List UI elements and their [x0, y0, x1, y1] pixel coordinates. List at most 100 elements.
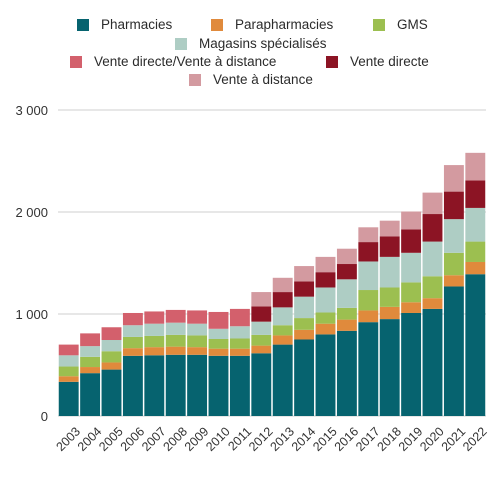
bar-segment-gms[interactable] [315, 312, 336, 324]
legend-item-parapharmacies[interactable]: Parapharmacies [211, 17, 333, 32]
bar-segment-parapharmacies[interactable] [443, 275, 464, 287]
bar-segment-pharmacies[interactable] [294, 339, 315, 417]
bar-stack-2004[interactable] [80, 333, 101, 416]
bar-stack-2022[interactable] [465, 152, 486, 416]
bar-stack-2020[interactable] [422, 192, 443, 416]
bar-stack-2007[interactable] [144, 311, 165, 416]
bar-segment-vente_directe[interactable] [336, 264, 357, 280]
bar-segment-vente_directe[interactable] [358, 242, 379, 262]
bar-segment-magasins[interactable] [251, 321, 272, 335]
bar-segment-parapharmacies[interactable] [401, 302, 422, 313]
bar-segment-vente_distance[interactable] [465, 152, 486, 181]
bar-segment-vente_directe_distance[interactable] [122, 312, 143, 326]
bar-segment-vente_directe[interactable] [272, 292, 293, 308]
bar-segment-gms[interactable] [401, 282, 422, 303]
bar-stack-2019[interactable] [401, 211, 422, 416]
bar-segment-vente_distance[interactable] [379, 220, 400, 237]
bar-segment-magasins[interactable] [58, 355, 79, 367]
legend-item-vente-directe-distance[interactable]: Vente directe/Vente à distance [70, 54, 276, 69]
bar-segment-gms[interactable] [251, 334, 272, 346]
bar-segment-magasins[interactable] [401, 252, 422, 283]
bar-segment-vente_directe[interactable] [422, 214, 443, 242]
bar-segment-magasins[interactable] [358, 261, 379, 291]
bar-segment-gms[interactable] [358, 290, 379, 311]
bar-segment-gms[interactable] [229, 338, 250, 349]
bar-stack-2013[interactable] [272, 277, 293, 416]
bar-stack-2017[interactable] [358, 227, 379, 416]
bar-segment-pharmacies[interactable] [229, 355, 250, 416]
bar-stack-2018[interactable] [379, 220, 400, 416]
bar-segment-pharmacies[interactable] [208, 355, 229, 416]
bar-segment-parapharmacies[interactable] [422, 298, 443, 309]
bar-segment-vente_directe[interactable] [251, 306, 272, 322]
legend-item-gms[interactable]: GMS [373, 17, 428, 32]
bar-stack-2021[interactable] [443, 165, 464, 416]
bar-segment-pharmacies[interactable] [187, 354, 208, 416]
bar-segment-gms[interactable] [187, 335, 208, 348]
bar-segment-vente_distance[interactable] [294, 266, 315, 282]
bar-stack-2014[interactable] [294, 266, 315, 417]
bar-segment-vente_directe_distance[interactable] [208, 311, 229, 329]
bar-segment-gms[interactable] [208, 338, 229, 349]
bar-segment-vente_directe[interactable] [315, 272, 336, 288]
bar-segment-vente_distance[interactable] [358, 227, 379, 243]
bar-segment-gms[interactable] [443, 252, 464, 276]
bar-segment-pharmacies[interactable] [422, 308, 443, 416]
bar-segment-vente_directe_distance[interactable] [58, 344, 79, 356]
bar-segment-magasins[interactable] [294, 296, 315, 319]
bar-segment-vente_directe_distance[interactable] [144, 311, 165, 324]
bar-stack-2016[interactable] [336, 248, 357, 416]
bar-segment-parapharmacies[interactable] [251, 345, 272, 354]
bar-segment-pharmacies[interactable] [336, 330, 357, 416]
bar-segment-pharmacies[interactable] [401, 312, 422, 416]
bar-stack-2010[interactable] [208, 311, 229, 416]
bar-segment-gms[interactable] [336, 307, 357, 320]
bar-stack-2008[interactable] [165, 309, 186, 416]
bar-segment-pharmacies[interactable] [122, 355, 143, 416]
bar-segment-magasins[interactable] [336, 279, 357, 308]
bar-segment-magasins[interactable] [315, 287, 336, 313]
bar-stack-2015[interactable] [315, 256, 336, 416]
bar-segment-parapharmacies[interactable] [80, 367, 101, 374]
bar-segment-gms[interactable] [58, 366, 79, 377]
bar-segment-pharmacies[interactable] [358, 322, 379, 416]
bar-segment-pharmacies[interactable] [315, 334, 336, 416]
bar-stack-2011[interactable] [229, 308, 250, 416]
bar-stack-2006[interactable] [122, 312, 143, 416]
legend-item-vente-distance[interactable]: Vente à distance [189, 72, 313, 87]
bar-segment-pharmacies[interactable] [251, 353, 272, 416]
bar-segment-vente_directe[interactable] [294, 281, 315, 297]
bar-segment-magasins[interactable] [443, 219, 464, 253]
bar-segment-parapharmacies[interactable] [101, 362, 122, 370]
bar-segment-parapharmacies[interactable] [465, 261, 486, 275]
bar-stack-2012[interactable] [251, 292, 272, 416]
bar-segment-vente_distance[interactable] [401, 211, 422, 230]
bar-segment-magasins[interactable] [80, 346, 101, 357]
bar-segment-pharmacies[interactable] [165, 354, 186, 416]
bar-segment-gms[interactable] [122, 336, 143, 349]
bar-segment-parapharmacies[interactable] [165, 346, 186, 355]
bar-segment-vente_directe_distance[interactable] [229, 308, 250, 327]
bar-segment-magasins[interactable] [229, 326, 250, 339]
bar-segment-pharmacies[interactable] [465, 274, 486, 416]
bar-segment-vente_directe[interactable] [379, 236, 400, 257]
bar-segment-vente_distance[interactable] [251, 292, 272, 307]
bar-segment-parapharmacies[interactable] [58, 376, 79, 382]
bar-segment-pharmacies[interactable] [80, 373, 101, 416]
bar-segment-vente_distance[interactable] [315, 256, 336, 273]
bar-segment-vente_directe_distance[interactable] [80, 333, 101, 347]
bar-segment-vente_distance[interactable] [336, 248, 357, 265]
bar-stack-2003[interactable] [58, 344, 79, 416]
legend-item-vente-directe[interactable]: Vente directe [326, 54, 429, 69]
bar-segment-vente_distance[interactable] [422, 192, 443, 215]
bar-segment-magasins[interactable] [379, 256, 400, 288]
bar-segment-magasins[interactable] [208, 328, 229, 339]
bar-segment-vente_distance[interactable] [272, 277, 293, 293]
bar-segment-gms[interactable] [165, 334, 186, 347]
bar-segment-parapharmacies[interactable] [379, 306, 400, 320]
bar-segment-magasins[interactable] [187, 323, 208, 336]
bar-segment-magasins[interactable] [144, 323, 165, 336]
bar-segment-magasins[interactable] [101, 340, 122, 352]
bar-segment-vente_directe_distance[interactable] [187, 310, 208, 324]
bar-segment-gms[interactable] [465, 241, 486, 262]
